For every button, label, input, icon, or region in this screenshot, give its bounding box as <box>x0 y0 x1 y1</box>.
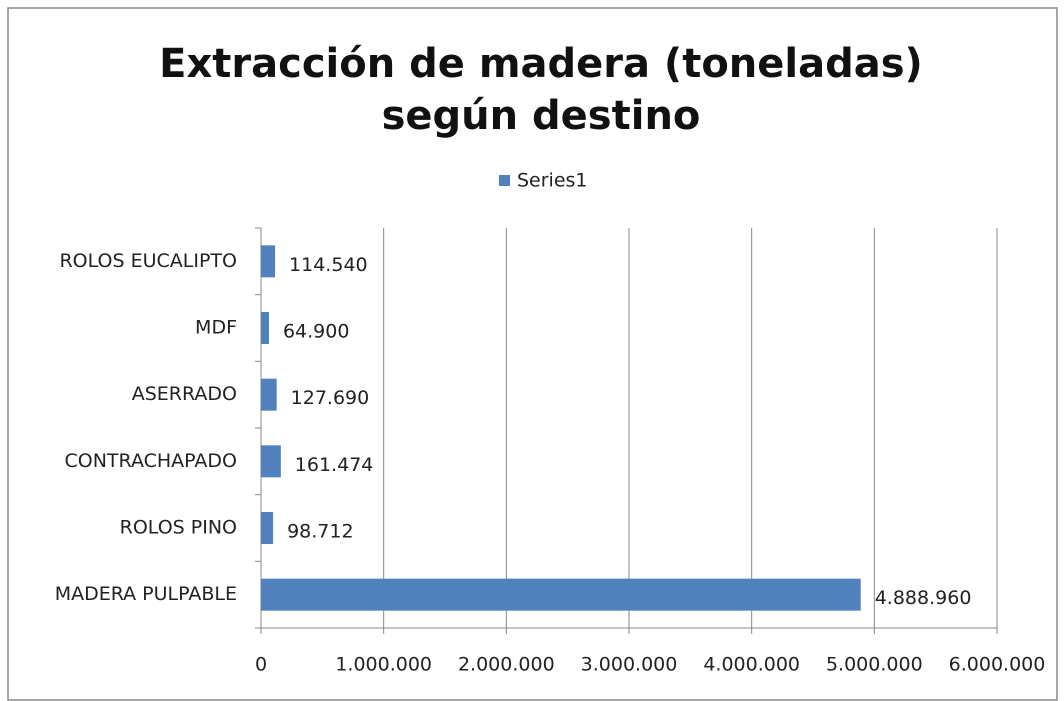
legend-swatch <box>499 175 510 186</box>
x-tick-label: 6.000.000 <box>949 654 1046 676</box>
x-tick-label: 5.000.000 <box>826 654 923 676</box>
x-tick-label: 0 <box>255 654 267 676</box>
data-label: 127.690 <box>291 387 370 409</box>
bar <box>261 445 281 478</box>
data-label: 114.540 <box>289 254 368 276</box>
y-tick-label: MADERA PULPABLE <box>55 583 237 605</box>
bar <box>261 312 269 344</box>
y-tick-label: ROLOS PINO <box>120 517 237 539</box>
chart-border <box>7 7 1058 701</box>
y-tick-label: CONTRACHAPADO <box>64 450 237 472</box>
x-tick-label: 4.000.000 <box>703 654 800 676</box>
legend-label: Series1 <box>517 170 588 192</box>
data-label: 98.712 <box>287 521 353 543</box>
bar <box>261 245 276 278</box>
bar <box>261 578 861 611</box>
y-tick-label: ASERRADO <box>132 383 237 405</box>
bar <box>261 378 277 411</box>
data-label: 161.474 <box>295 454 374 476</box>
x-tick-label: 3.000.000 <box>581 654 678 676</box>
data-label: 64.900 <box>283 321 349 343</box>
chart-title: Extracción de madera (toneladas) según d… <box>159 41 923 139</box>
bar <box>261 512 274 544</box>
y-tick-label: MDF <box>195 317 237 339</box>
x-tick-label: 2.000.000 <box>458 654 555 676</box>
data-label: 4.888.960 <box>875 587 972 609</box>
y-tick-label: ROLOS EUCALIPTO <box>59 250 237 272</box>
x-tick-label: 1.000.000 <box>335 654 432 676</box>
